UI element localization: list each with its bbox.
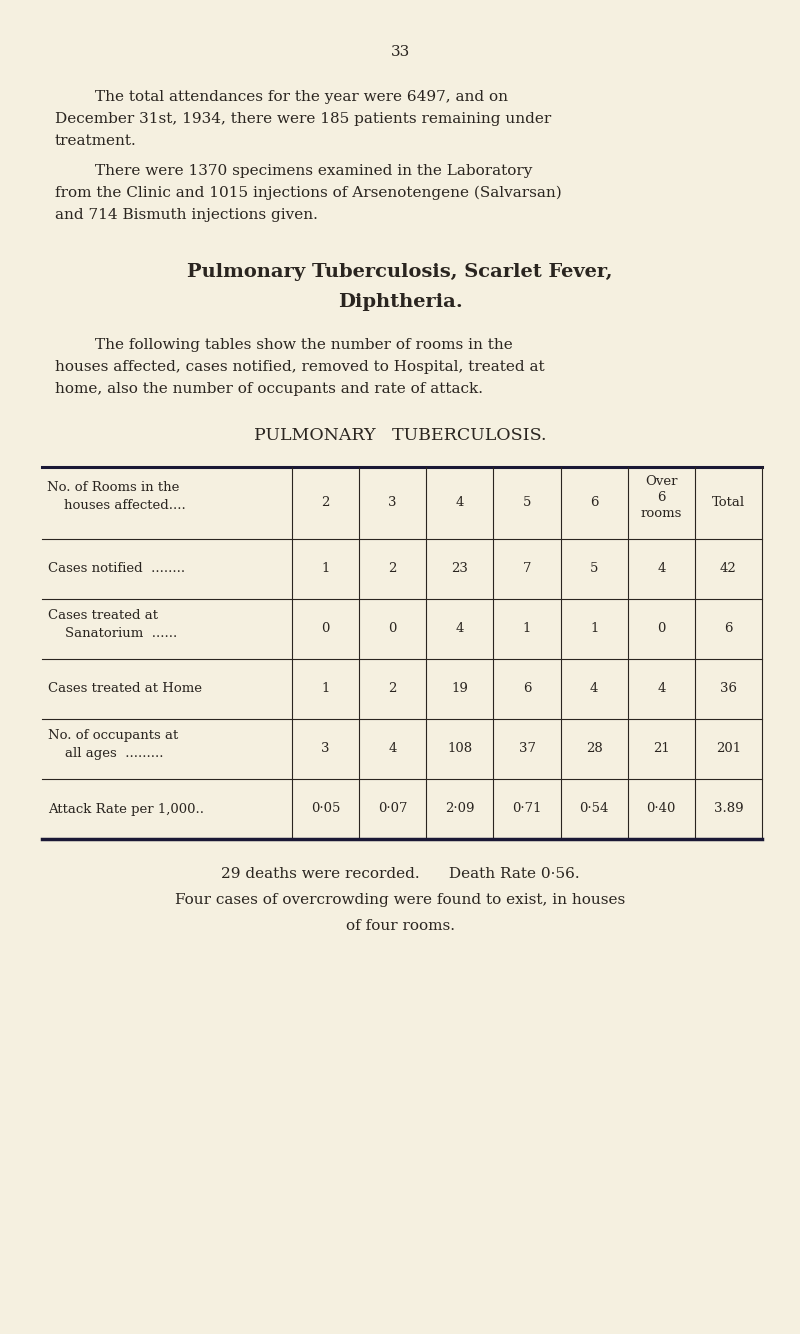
Text: Cases treated at Home: Cases treated at Home xyxy=(48,683,202,695)
Text: 5: 5 xyxy=(590,563,598,575)
Text: 6: 6 xyxy=(724,623,733,635)
Text: 201: 201 xyxy=(716,743,741,755)
Text: 6: 6 xyxy=(657,491,666,504)
Text: Pulmonary Tuberculosis, Scarlet Fever,: Pulmonary Tuberculosis, Scarlet Fever, xyxy=(187,263,613,281)
Text: 0·71: 0·71 xyxy=(512,803,542,815)
Text: Attack Rate per 1,000..: Attack Rate per 1,000.. xyxy=(48,803,204,815)
Text: 6: 6 xyxy=(590,496,598,510)
Text: 1: 1 xyxy=(322,563,330,575)
Text: rooms: rooms xyxy=(641,507,682,520)
Text: of four rooms.: of four rooms. xyxy=(346,919,454,932)
Text: The total attendances for the year were 6497, and on: The total attendances for the year were … xyxy=(95,89,508,104)
Text: 0·07: 0·07 xyxy=(378,803,407,815)
Text: 42: 42 xyxy=(720,563,737,575)
Text: 0: 0 xyxy=(322,623,330,635)
Text: 7: 7 xyxy=(522,563,531,575)
Text: 108: 108 xyxy=(447,743,473,755)
Text: 2: 2 xyxy=(322,496,330,510)
Text: and 714 Bismuth injections given.: and 714 Bismuth injections given. xyxy=(55,208,318,221)
Text: treatment.: treatment. xyxy=(55,133,137,148)
Text: 0: 0 xyxy=(389,623,397,635)
Text: 4: 4 xyxy=(657,563,666,575)
Text: Sanatorium  ......: Sanatorium ...... xyxy=(48,627,178,640)
Text: 2: 2 xyxy=(389,563,397,575)
Text: 37: 37 xyxy=(518,743,535,755)
Text: 33: 33 xyxy=(390,45,410,59)
Text: from the Clinic and 1015 injections of Arsenotengene (Salvarsan): from the Clinic and 1015 injections of A… xyxy=(55,185,562,200)
Text: houses affected....: houses affected.... xyxy=(47,499,186,512)
Text: Total: Total xyxy=(712,496,745,510)
Text: 0·54: 0·54 xyxy=(579,803,609,815)
Text: houses affected, cases notified, removed to Hospital, treated at: houses affected, cases notified, removed… xyxy=(55,360,545,374)
Text: 36: 36 xyxy=(720,683,737,695)
Text: 29 deaths were recorded.      Death Rate 0·56.: 29 deaths were recorded. Death Rate 0·56… xyxy=(221,867,579,880)
Text: 3: 3 xyxy=(322,743,330,755)
Text: Over: Over xyxy=(645,475,678,488)
Text: No. of Rooms in the: No. of Rooms in the xyxy=(47,482,179,494)
Text: 28: 28 xyxy=(586,743,602,755)
Text: 19: 19 xyxy=(451,683,468,695)
Text: 2·09: 2·09 xyxy=(445,803,474,815)
Text: 4: 4 xyxy=(389,743,397,755)
Text: Four cases of overcrowding were found to exist, in houses: Four cases of overcrowding were found to… xyxy=(175,892,625,907)
Text: 21: 21 xyxy=(653,743,670,755)
Text: 4: 4 xyxy=(657,683,666,695)
Text: PULMONARY   TUBERCULOSIS.: PULMONARY TUBERCULOSIS. xyxy=(254,427,546,444)
Text: 4: 4 xyxy=(456,496,464,510)
Text: 1: 1 xyxy=(322,683,330,695)
Text: 1: 1 xyxy=(523,623,531,635)
Text: 6: 6 xyxy=(522,683,531,695)
Text: 23: 23 xyxy=(451,563,468,575)
Text: Diphtheria.: Diphtheria. xyxy=(338,293,462,311)
Text: home, also the number of occupants and rate of attack.: home, also the number of occupants and r… xyxy=(55,382,483,396)
Text: 2: 2 xyxy=(389,683,397,695)
Text: There were 1370 specimens examined in the Laboratory: There were 1370 specimens examined in th… xyxy=(95,164,532,177)
Text: 4: 4 xyxy=(456,623,464,635)
Text: 5: 5 xyxy=(523,496,531,510)
Text: Cases treated at: Cases treated at xyxy=(48,610,158,622)
Text: 0·40: 0·40 xyxy=(646,803,676,815)
Text: Cases notified  ........: Cases notified ........ xyxy=(48,563,185,575)
Text: 0: 0 xyxy=(657,623,666,635)
Text: all ages  .........: all ages ......... xyxy=(48,747,163,760)
Text: 3.89: 3.89 xyxy=(714,803,743,815)
Text: 3: 3 xyxy=(389,496,397,510)
Text: 0·05: 0·05 xyxy=(311,803,340,815)
Text: No. of occupants at: No. of occupants at xyxy=(48,728,178,742)
Text: The following tables show the number of rooms in the: The following tables show the number of … xyxy=(95,338,513,352)
Text: December 31st, 1934, there were 185 patients remaining under: December 31st, 1934, there were 185 pati… xyxy=(55,112,551,125)
Text: 1: 1 xyxy=(590,623,598,635)
Text: 4: 4 xyxy=(590,683,598,695)
